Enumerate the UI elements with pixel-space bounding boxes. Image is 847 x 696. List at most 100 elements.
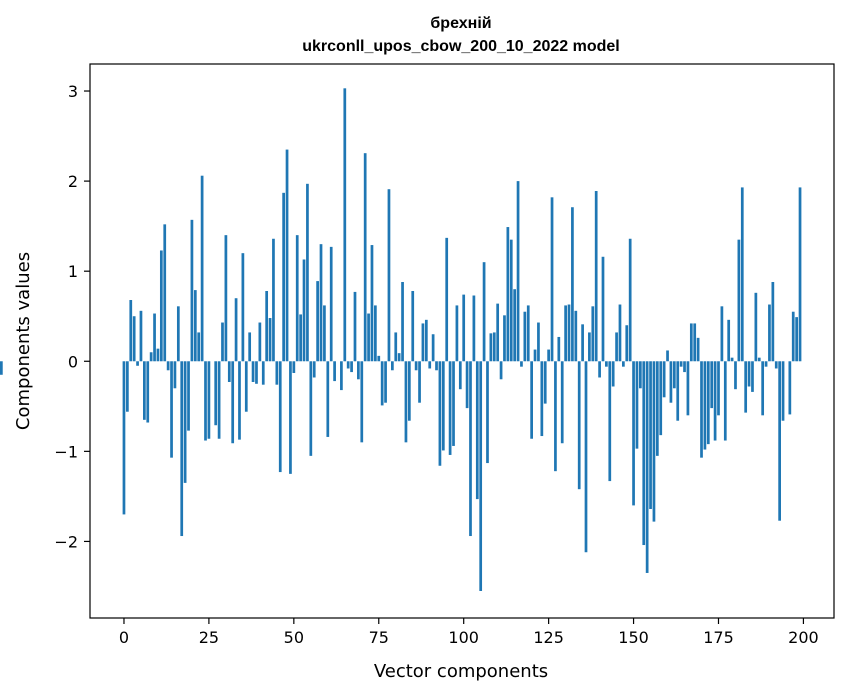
bar [227,361,231,382]
bar [679,361,683,367]
bar [329,246,333,362]
bar [696,337,700,362]
bar [774,361,778,369]
chart-title: брехній [430,15,491,32]
bar [404,361,408,443]
bar [340,361,343,391]
bar [268,318,272,362]
bar [170,361,173,458]
bar [136,361,139,366]
x-tick-label: 75 [369,628,389,647]
bar [584,361,588,553]
bars-group [0,88,802,591]
bar [703,361,707,450]
bar [764,361,768,367]
bar [187,361,190,431]
bar [380,361,384,406]
bar [489,333,493,362]
bar [183,361,187,483]
bar [795,317,798,362]
bar [533,349,537,362]
bar [526,305,530,362]
bar [435,361,438,371]
bar [414,361,418,371]
x-tick-label: 200 [788,628,819,647]
bar [798,187,802,362]
bar [248,332,252,362]
bar [153,313,156,362]
bar [543,361,547,404]
bar [139,310,143,362]
bar [272,238,275,362]
bar [214,361,218,426]
bar [754,292,758,362]
bar [326,361,330,437]
bar [458,361,462,390]
bar [523,311,527,362]
bar [302,259,306,362]
y-tick-label: −2 [54,532,78,551]
bar [149,352,153,362]
bar [251,361,255,382]
bar [564,305,567,362]
bar [292,361,296,373]
bar [455,305,459,362]
bar [547,349,550,362]
bar [438,361,442,466]
bar [353,291,357,362]
x-tick-label: 125 [533,628,564,647]
x-tick-label: 100 [448,628,479,647]
bar [581,324,584,362]
bar [747,361,751,387]
bar [622,361,625,367]
bar [723,361,727,441]
bar [309,361,313,456]
bar [401,282,404,362]
bar [737,239,741,362]
bar [537,322,540,362]
bar [244,361,248,412]
bar [319,244,323,362]
bar [462,294,466,362]
bar [550,197,554,362]
bar [700,361,703,458]
bar [323,305,326,362]
bar [363,153,367,362]
bar [598,361,601,378]
bar [418,361,421,403]
bar [571,207,574,362]
bar [346,361,350,369]
bar [316,281,319,362]
bar [645,361,649,573]
bar [387,189,391,362]
bar [176,306,180,362]
bar [567,304,571,362]
bar [611,361,615,387]
bar [475,361,479,500]
y-tick-label: −1 [54,442,78,461]
bar [706,361,710,445]
bar [509,239,513,362]
bar [717,361,720,416]
plot-frame [89,63,835,619]
bar [282,192,285,362]
bar [730,357,734,362]
bar [143,361,146,420]
bar [683,361,686,373]
bar [343,88,347,362]
bar [312,361,316,378]
x-tick-label: 25 [199,628,219,647]
bar [261,361,265,385]
bar [676,361,680,421]
bar [625,325,629,362]
y-axis-ticks: −2 −1 0 1 2 3 [54,82,90,551]
bar [285,149,289,362]
bar [560,361,564,444]
bar [608,361,612,482]
bar [632,361,635,506]
bar [357,361,360,380]
bar [520,361,523,367]
bar [441,361,445,451]
bar [530,361,533,439]
